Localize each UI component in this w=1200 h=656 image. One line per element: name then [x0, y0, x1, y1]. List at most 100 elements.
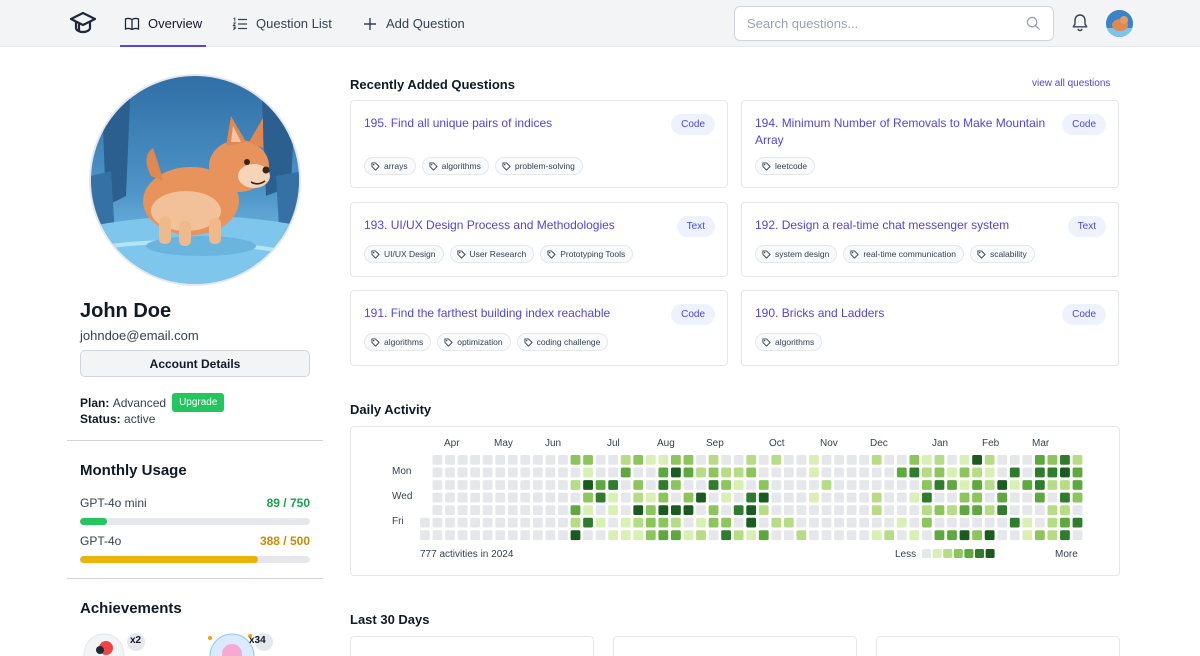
tag-icon [977, 249, 986, 259]
question-tag-label: algorithms [384, 337, 424, 347]
nav-add-question[interactable]: Add Question [362, 0, 465, 47]
achievement-count-chicken: x2 [130, 635, 142, 646]
question-tag-label: algorithms [441, 161, 481, 171]
plan-value: Advanced [112, 395, 167, 410]
question-tag-label: User Research [469, 249, 527, 259]
achievement-count-piggy: x34 [249, 635, 266, 646]
question-tag[interactable]: problem-solving [494, 157, 583, 175]
question-tags: arrays algorithms problem-solving [364, 157, 583, 175]
tag-icon [444, 337, 453, 347]
month-label: Dec [870, 438, 888, 449]
question-tag[interactable]: Prototyping Tools [540, 245, 634, 263]
tag-icon [762, 161, 771, 171]
activity-heatmap-panel [350, 426, 1120, 576]
question-tag-label: scalability [989, 249, 1027, 259]
search-icon[interactable] [1026, 16, 1041, 31]
nav-overview-label: Overview [148, 16, 203, 31]
tag-icon [371, 249, 380, 259]
question-type-badge[interactable]: Code [1062, 304, 1106, 325]
user-avatar[interactable] [1106, 10, 1133, 37]
tag-icon [502, 161, 511, 171]
question-type-badge[interactable]: Text [676, 216, 715, 237]
achievements-title: Achievements [80, 600, 182, 617]
question-title-link[interactable]: 191. Find the farthest building index re… [364, 306, 611, 320]
achievement-badge-piggy[interactable]: x34 [200, 632, 275, 656]
question-title-link[interactable]: 195. Find all unique pairs of indices [364, 116, 553, 130]
piggy-badge-icon [208, 633, 273, 656]
question-card[interactable]: 191. Find the farthest building index re… [350, 290, 728, 366]
usage-value-gpt4o-mini: 89 / 750 [266, 496, 310, 510]
plan-line: Plan: Advanced Upgrade [80, 393, 225, 412]
question-tag[interactable]: coding challenge [516, 333, 609, 351]
question-card[interactable]: 194. Minimum Number of Removals to Make … [741, 100, 1119, 188]
month-label: Feb [982, 438, 1000, 449]
notification-bell-icon[interactable] [1071, 13, 1089, 32]
question-title-link[interactable]: 193. UI/UX Design Process and Methodolog… [364, 218, 615, 232]
month-label: Jun [545, 438, 562, 449]
profile-picture [89, 74, 301, 286]
account-details-button[interactable]: Account Details [80, 350, 310, 377]
question-title-link[interactable]: 194. Minimum Number of Removals to Make … [755, 116, 1046, 147]
question-tag[interactable]: algorithms [755, 333, 823, 351]
nav-overview[interactable]: Overview [119, 0, 207, 47]
question-title-link[interactable]: 192. Design a real-time chat messenger s… [755, 218, 1010, 232]
question-tag[interactable]: algorithms [364, 333, 432, 351]
legend-less-label: Less [895, 549, 917, 560]
nav-add-question-label: Add Question [386, 16, 465, 31]
nav-question-list[interactable]: Question List [232, 0, 332, 47]
search-box [734, 6, 1054, 41]
question-type-badge[interactable]: Code [671, 114, 715, 135]
daily-activity-title: Daily Activity [350, 402, 432, 417]
question-tag-label: problem-solving [514, 161, 575, 171]
question-card[interactable]: 195. Find all unique pairs of indices Cod… [350, 100, 728, 188]
book-open-icon [124, 17, 140, 30]
question-tag[interactable]: system design [755, 245, 838, 263]
question-tag[interactable]: real-time communication [843, 245, 964, 263]
question-type-badge[interactable]: Code [1062, 114, 1106, 135]
status-value: active [124, 412, 156, 426]
question-card[interactable]: 190. Bricks and Ladders Code algorithms [741, 290, 1119, 366]
tag-icon [524, 337, 533, 347]
usage-bar-fill-gpt4o [80, 556, 259, 563]
tag-icon [850, 249, 860, 259]
question-tag-label: coding challenge [536, 337, 601, 347]
tag-icon [456, 249, 466, 259]
question-tag[interactable]: UI/UX Design [364, 245, 444, 263]
upgrade-button[interactable]: Upgrade [172, 393, 225, 412]
tag-icon [762, 337, 771, 347]
question-tag-label: UI/UX Design [384, 249, 436, 259]
month-label: Sep [706, 438, 724, 449]
day-label-fri: Fri [392, 516, 404, 527]
legend-more-label: More [1055, 549, 1078, 560]
monthly-usage-title: Monthly Usage [80, 462, 187, 479]
month-label: Mar [1032, 438, 1050, 449]
corgi-avatar-icon [1106, 10, 1133, 37]
question-tags: system design real-time communication scal… [755, 245, 1035, 263]
usage-label-gpt4o: GPT-4o [80, 534, 122, 548]
question-type-badge[interactable]: Code [671, 304, 715, 325]
top-navigation-bar: Overview Question List Add Question [0, 0, 1200, 47]
usage-bar-gpt4o-mini [80, 518, 310, 525]
question-tag[interactable]: User Research [449, 245, 535, 263]
question-tag[interactable]: algorithms [421, 157, 489, 175]
view-all-questions-link[interactable]: view all questions [1032, 78, 1111, 89]
plan-label: Plan: [80, 395, 110, 410]
question-card[interactable]: 193. UI/UX Design Process and Methodolog… [350, 202, 728, 277]
question-tag-label: Prototyping Tools [560, 249, 626, 259]
question-tag-label: optimization [457, 337, 503, 347]
achievement-badge-chicken[interactable]: x2 [80, 632, 146, 656]
month-label: Jan [932, 438, 949, 449]
question-tag[interactable]: optimization [437, 333, 511, 351]
usage-value-gpt4o: 388 / 500 [259, 534, 310, 548]
graduation-cap-logo-icon[interactable] [70, 11, 96, 35]
question-tag[interactable]: leetcode [755, 157, 816, 175]
usage-label-gpt4o-mini: GPT-4o mini [80, 496, 147, 510]
question-type-badge[interactable]: Text [1067, 216, 1106, 237]
question-card[interactable]: 192. Design a real-time chat messenger s… [741, 202, 1119, 277]
question-title-link[interactable]: 190. Bricks and Ladders [755, 306, 885, 320]
question-tag[interactable]: arrays [364, 157, 416, 175]
last-30-days-card [350, 636, 594, 656]
last-30-days-card [613, 636, 857, 656]
search-input[interactable] [747, 16, 1026, 31]
question-tag[interactable]: scalability [969, 245, 1035, 263]
